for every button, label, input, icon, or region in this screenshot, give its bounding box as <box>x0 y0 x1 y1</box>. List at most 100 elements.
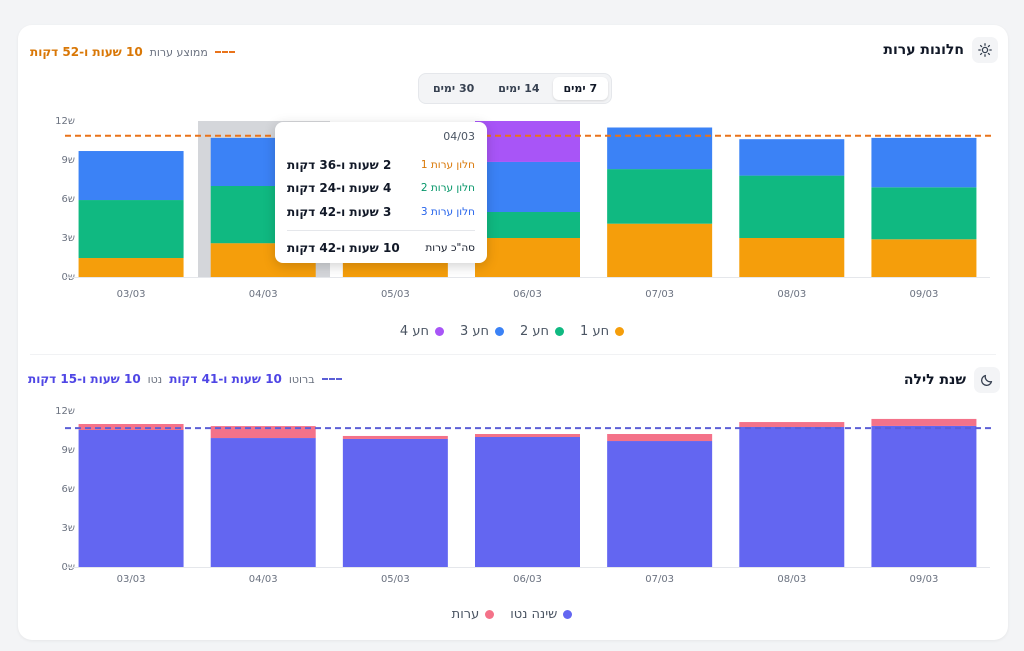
tooltip-value: 4 שעות ו-24 דקות <box>287 181 392 196</box>
average-value: 10 שעות ו-52 דקות <box>30 45 143 59</box>
average-label: ממוצע ערות <box>149 45 208 59</box>
gross-value: 10 שעות ו-41 דקות <box>169 372 282 386</box>
sun-glyph <box>978 43 992 57</box>
bar-segment <box>607 434 713 442</box>
y-tick-label: 3ש <box>62 233 75 244</box>
legend-dot <box>563 610 573 619</box>
x-tick-label: 07/03 <box>645 289 674 300</box>
moon-glyph <box>981 374 993 386</box>
legend: שינה נטו ערות <box>0 607 1024 622</box>
y-tick-label: 6ש <box>62 484 75 495</box>
tooltip-label: סה"כ ערות <box>425 242 475 255</box>
tooltip-separator <box>287 229 475 231</box>
bar-segment <box>871 137 977 188</box>
x-tick-label: 08/03 <box>777 289 806 300</box>
tooltip-date: 04/03 <box>443 130 475 143</box>
average-summary: ממוצע ערות 10 שעות ו-52 דקות <box>30 45 235 59</box>
y-tick-label: 3ש <box>62 523 75 534</box>
tooltip: 04/03 חלון ערות 1 2 שעות ו-36 דקות חלון ע… <box>275 122 487 263</box>
tab[interactable]: 30 ימים <box>433 82 475 95</box>
y-tick-label: 6ש <box>62 194 75 205</box>
legend-item: ערות <box>452 607 495 622</box>
bar-segment <box>342 438 448 567</box>
bar-segment <box>210 438 316 567</box>
bar-segment <box>475 212 580 238</box>
legend-item: חע 4 <box>400 324 444 339</box>
range-tabs: 7 ימים 14 ימים 30 ימים <box>418 73 613 104</box>
x-tick-label: 07/03 <box>645 574 674 585</box>
bar-segment <box>475 161 580 212</box>
section-title: שנת לילה <box>904 367 1000 393</box>
x-tick-label: 05/03 <box>381 574 410 585</box>
x-tick-label: 04/03 <box>249 574 278 585</box>
tooltip-value: 3 שעות ו-42 דקות <box>287 204 392 219</box>
legend-dot <box>555 327 565 336</box>
x-tick-label: 06/03 <box>513 574 542 585</box>
legend-dot <box>615 327 625 336</box>
tooltip-row: חלון ערות 3 3 שעות ו-42 דקות <box>287 200 475 224</box>
bar-segment <box>607 127 713 170</box>
bar-segment <box>607 441 713 567</box>
bar-segment <box>871 418 977 426</box>
bar-segment <box>78 200 184 259</box>
tab[interactable]: 7 ימים <box>552 77 609 100</box>
tooltip-label: חלון ערות 3 <box>420 205 475 218</box>
legend-label: חע 2 <box>520 324 550 339</box>
bar-segment <box>871 425 977 567</box>
title-text: שנת לילה <box>903 372 966 388</box>
bar-segment <box>78 151 184 201</box>
tooltip-value: 10 שעות ו-42 דקות <box>287 241 400 256</box>
x-tick-label: 06/03 <box>513 289 542 300</box>
y-tick-label: 12ש <box>55 116 75 127</box>
bar-segment <box>475 121 580 162</box>
bar-segment <box>210 426 316 439</box>
legend-label: שינה נטו <box>510 607 558 622</box>
tooltip-row: חלון ערות 1 2 שעות ו-36 דקות <box>287 153 475 177</box>
bar-segment <box>78 429 184 567</box>
bar-segment <box>739 139 845 176</box>
x-tick-label: 04/03 <box>249 289 278 300</box>
bar-segment <box>475 434 580 437</box>
title-text: חלונות ערות <box>883 42 964 58</box>
legend-label: חע 3 <box>459 324 489 339</box>
legend-dot <box>485 610 495 619</box>
bar-segment <box>475 238 580 277</box>
x-tick-label: 09/03 <box>910 574 939 585</box>
tooltip-label: חלון ערות 2 <box>420 182 475 195</box>
x-tick-label: 03/03 <box>117 574 146 585</box>
tooltip-value: 2 שעות ו-36 דקות <box>287 157 392 172</box>
bar-segment <box>871 239 977 277</box>
legend-label: חע 1 <box>580 324 610 339</box>
bar-segment <box>78 258 184 277</box>
divider <box>30 354 996 355</box>
sun-icon <box>972 37 998 63</box>
bar-segment <box>342 435 448 439</box>
tooltip-total: סה"כ ערות 10 שעות ו-42 דקות <box>287 237 475 261</box>
sleep-summary: ברוטו 10 שעות ו-41 דקות נטו 10 שעות ו-15… <box>28 372 342 386</box>
x-tick-label: 03/03 <box>117 289 146 300</box>
x-tick-label: 09/03 <box>910 289 939 300</box>
bar-segment <box>739 426 845 567</box>
gross-label: ברוטו <box>288 372 315 386</box>
net-label: נטו <box>147 372 163 386</box>
legend-item: חע 3 <box>460 324 504 339</box>
bar-segment <box>739 238 845 277</box>
legend-dot <box>495 327 504 336</box>
bar-segment <box>739 422 845 427</box>
tooltip-label: חלון ערות 1 <box>420 158 475 171</box>
tooltip-row: חלון ערות 2 4 שעות ו-24 דקות <box>287 177 475 201</box>
legend-item: שינה נטו <box>510 607 573 622</box>
y-tick-label: 9ש <box>62 155 75 166</box>
y-tick-label: 12ש <box>55 406 75 417</box>
x-tick-label: 05/03 <box>381 289 410 300</box>
legend-dot <box>434 327 444 336</box>
x-tick-label: 08/03 <box>777 574 806 585</box>
tab[interactable]: 14 ימים <box>498 82 540 95</box>
bar-segment <box>475 437 580 567</box>
section-title: חלונות ערות <box>883 37 998 63</box>
moon-icon <box>974 367 1000 393</box>
bar-segment <box>607 169 713 224</box>
average-dash <box>214 51 235 53</box>
legend-label: ערות <box>451 607 480 622</box>
